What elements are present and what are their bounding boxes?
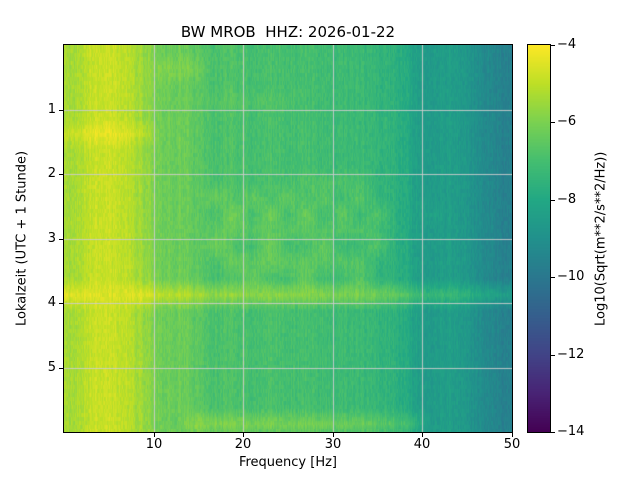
colorbar-tick-label: −10 — [557, 269, 585, 284]
x-tick-mark — [422, 433, 423, 437]
colorbar — [527, 44, 551, 433]
colorbar-tick-label: −14 — [557, 424, 585, 439]
colorbar-tick-label: −4 — [557, 37, 577, 52]
y-tick-mark — [59, 303, 63, 304]
colorbar-tick-label: −8 — [557, 192, 577, 207]
colorbar-label: Log10(Sqrt(m**2/s**2/Hz)) — [593, 151, 609, 326]
x-tick-mark — [512, 433, 513, 437]
x-tick-mark — [154, 433, 155, 437]
colorbar-tick-mark — [551, 45, 555, 46]
y-tick-label: 1 — [47, 102, 56, 117]
y-tick-label: 3 — [47, 231, 56, 246]
y-tick-mark — [59, 110, 63, 111]
colorbar-tick-label: −12 — [557, 347, 585, 362]
y-axis-label: Lokalzeit (UTC + 1 Stunde) — [14, 150, 30, 327]
y-tick-label: 4 — [47, 295, 56, 310]
x-tick-label: 40 — [413, 437, 431, 452]
figure-title: BW MROB HHZ: 2026-01-22 — [180, 23, 396, 41]
y-tick-mark — [59, 368, 63, 369]
colorbar-gradient-canvas — [528, 45, 550, 432]
colorbar-tick-mark — [551, 432, 555, 433]
colorbar-tick-label: −6 — [557, 114, 577, 129]
x-tick-label: 20 — [234, 437, 252, 452]
x-tick-label: 50 — [503, 437, 521, 452]
x-tick-mark — [243, 433, 244, 437]
colorbar-tick-mark — [551, 355, 555, 356]
colorbar-tick-mark — [551, 122, 555, 123]
spectrogram-plot-area — [63, 44, 513, 433]
colorbar-tick-mark — [551, 200, 555, 201]
x-tick-label: 10 — [145, 437, 163, 452]
spectrogram-heatmap-canvas — [64, 45, 512, 432]
y-tick-mark — [59, 239, 63, 240]
x-tick-mark — [333, 433, 334, 437]
y-tick-label: 2 — [47, 166, 56, 181]
y-tick-label: 5 — [47, 360, 56, 375]
y-tick-mark — [59, 174, 63, 175]
x-tick-label: 30 — [324, 437, 342, 452]
x-axis-label: Frequency [Hz] — [238, 455, 338, 470]
colorbar-tick-mark — [551, 277, 555, 278]
